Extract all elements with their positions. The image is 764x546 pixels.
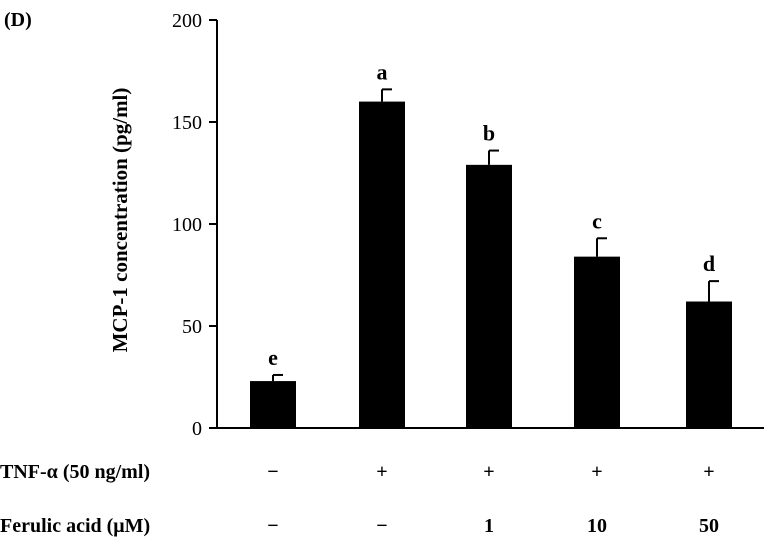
y-tick-label: 150 (172, 112, 202, 134)
y-axis-ticks: 0 50 100 150 200 (172, 10, 217, 440)
condition-value: − (376, 515, 387, 537)
condition-value: + (591, 461, 602, 483)
significance-label: b (483, 121, 495, 146)
condition-value: + (703, 461, 714, 483)
significance-label: a (377, 59, 388, 84)
condition-value: + (483, 461, 494, 483)
y-axis-label: MCP-1 concentration (pg/ml) (108, 88, 132, 353)
bars: e a b c d (250, 59, 732, 428)
condition-value: 50 (699, 515, 719, 537)
y-tick-label: 200 (172, 10, 202, 32)
bar (574, 256, 620, 428)
condition-value: − (267, 461, 278, 483)
condition-value: + (376, 461, 387, 483)
condition-row-label: TNF-α (50 ng/ml) (0, 461, 150, 483)
y-tick-label: 0 (192, 418, 202, 440)
significance-label: d (703, 251, 715, 276)
bar (359, 101, 405, 428)
condition-row-label: Ferulic acid (μM) (0, 515, 150, 537)
significance-label: e (268, 345, 278, 370)
condition-rows: TNF-α (50 ng/ml) − + + + + Ferulic acid (μM) − −… (0, 461, 719, 537)
bar (686, 301, 732, 428)
condition-value: − (267, 515, 278, 537)
condition-value: 10 (587, 515, 607, 537)
y-tick-label: 50 (182, 316, 202, 338)
panel-label: (D) (4, 9, 32, 31)
bar (466, 164, 512, 428)
significance-label: c (592, 208, 602, 233)
y-tick-label: 100 (172, 214, 202, 236)
bar (250, 381, 296, 428)
condition-value: 1 (484, 515, 494, 537)
